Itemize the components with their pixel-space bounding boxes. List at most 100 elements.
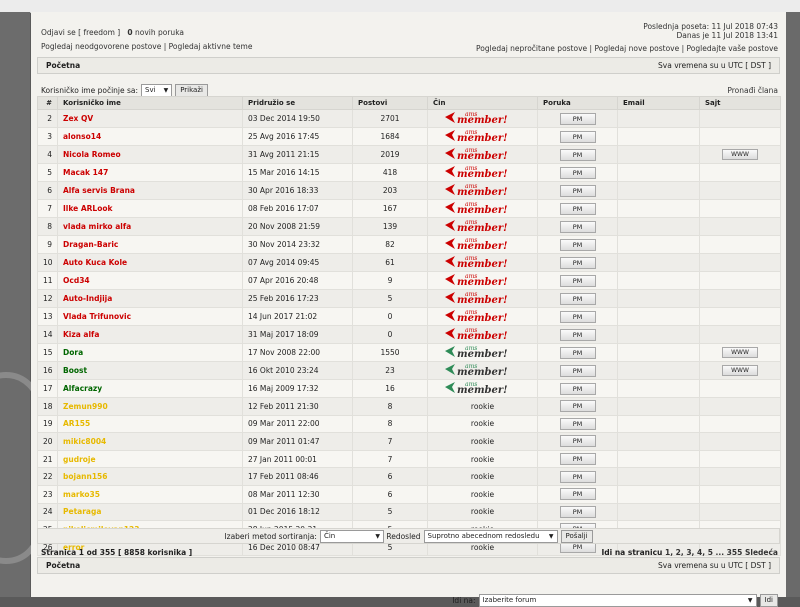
pm-button[interactable]: PM [559,166,596,179]
member-name-link[interactable]: alonso14 [63,132,102,141]
your-posts-link[interactable]: Pogledajte vaše postove [686,44,778,53]
member-name-link[interactable]: Dragan-Baric [63,240,119,249]
pm-button[interactable]: PM [559,488,596,501]
pm-button[interactable]: PM [559,417,596,430]
pm-button[interactable]: PM [559,292,596,305]
home-link[interactable]: Početna [46,561,81,570]
page-numbers[interactable]: 1, 2, 3, 4, 5 ... 355 [664,547,743,557]
sort-method-select[interactable]: Čin ▼ [319,529,384,543]
member-name-link[interactable]: Macak 147 [63,168,109,177]
member-name-link[interactable]: Ilke ARLook [63,204,113,213]
show-button[interactable]: Prikaži [175,83,208,97]
member-name-link[interactable]: Petaraga [63,507,102,517]
pm-button[interactable]: PM [559,435,596,448]
pm-button[interactable]: PM [559,202,596,215]
member-name-link[interactable]: vlada mirko alfa [63,222,132,231]
pm-button[interactable]: PM [559,505,596,518]
member-name-link[interactable]: Kiza alfa [63,330,100,339]
active-topics-link[interactable]: Pogledaj aktivne teme [168,42,253,51]
member-name-link[interactable]: Ocd34 [63,276,90,285]
pm-button[interactable]: PM [559,382,596,395]
member-index: 15 [37,343,58,362]
separator: | [589,44,593,53]
home-link[interactable]: Početna [46,61,81,70]
pm-button[interactable]: PM [559,238,596,251]
pm-button[interactable]: PM [559,470,596,483]
pm-button[interactable]: PM [559,364,596,377]
website-button[interactable]: WWW [722,365,758,376]
website-cell [699,127,781,146]
website-button[interactable]: WWW [722,347,758,358]
pm-button[interactable]: PM [559,400,596,413]
member-name-link[interactable]: Zex QV [63,114,94,123]
joined-date: 16 Maj 2009 17:32 [242,379,353,398]
member-row: 24 Petaraga 01 Dec 2016 18:12 5 rookie PM [37,502,781,522]
sort-submit-button[interactable]: Pošalji [560,529,593,543]
pm-button[interactable]: PM [559,220,596,233]
new-posts-link[interactable]: Pogledaj nove postove [594,44,680,53]
logout-link[interactable]: freedom [83,28,115,37]
column-header[interactable]: Korisničko ime [57,96,243,110]
member-name-link[interactable]: Auto Kuca Kole [63,258,128,267]
rank-logo-icon [444,364,455,375]
member-name-link[interactable]: Dora [63,348,84,357]
unread-posts-link[interactable]: Pogledaj nepročitane postove [476,44,588,53]
column-header[interactable]: Sajt [699,96,781,110]
pm-button[interactable]: PM [559,328,596,341]
website-button[interactable]: WWW [722,149,758,160]
jump-button[interactable]: Idi [759,593,778,607]
column-header[interactable]: Postovi [352,96,428,110]
member-name-link[interactable]: mikic8004 [63,436,107,446]
member-name-link[interactable]: Zemun990 [63,401,108,411]
unanswered-posts-link[interactable]: Pogledaj neodgovorene postove [41,42,162,51]
email-cell [617,414,700,434]
member-name-link[interactable]: marko35 [63,489,100,499]
pm-button[interactable]: PM [559,112,596,125]
member-name-cell: Petaraga [57,502,243,522]
new-messages-link[interactable]: novih poruka [135,28,184,37]
member-name-link[interactable]: Alfacrazy [63,384,103,393]
post-count: 9 [352,271,428,290]
pm-button[interactable]: PM [559,274,596,287]
top-navbar: Početna Sva vremena su u UTC [ DST ] [37,57,780,74]
joined-date: 25 Avg 2016 17:45 [242,127,353,146]
member-name-link[interactable]: AR155 [63,419,91,429]
pm-cell: PM [537,109,618,128]
member-name-link[interactable]: Vlada Trifunovic [63,312,132,321]
member-index: 2 [37,109,58,128]
member-name-link[interactable]: Boost [63,366,88,375]
next-page-link[interactable]: Sledeća [744,547,778,557]
first-letter-select[interactable]: Svi ▼ [141,83,173,97]
pm-button[interactable]: PM [559,346,596,359]
member-name-link[interactable]: Alfa servis Brana [63,186,135,195]
column-header[interactable]: # [37,96,58,110]
column-header[interactable]: Pridružio se [242,96,353,110]
sort-order-select[interactable]: Suprotno abecednom redosledu ▼ [423,529,558,543]
member-name-link[interactable]: bojann156 [63,472,108,482]
find-member-link[interactable]: Pronađi člana [727,85,778,95]
pm-button[interactable]: PM [559,184,596,197]
email-cell [617,307,700,326]
rank-cell: ams member! [427,145,538,164]
post-count: 23 [352,361,428,380]
member-name-link[interactable]: Auto-Indjija [63,294,113,303]
forum-select[interactable]: Izaberite forum ▼ [478,593,757,607]
column-header[interactable]: Email [617,96,700,110]
member-index: 3 [37,127,58,146]
member-name-link[interactable]: error [63,542,85,552]
pm-button[interactable]: PM [559,130,596,143]
column-header[interactable]: Čin [427,96,538,110]
pm-button[interactable]: PM [559,453,596,466]
pm-button[interactable]: PM [559,256,596,269]
member-name-link[interactable]: Nicola Romeo [63,150,121,159]
column-header[interactable]: Poruka [537,96,618,110]
member-name-link[interactable]: gudroje [63,454,96,464]
pm-button[interactable]: PM [559,310,596,323]
email-cell [617,379,700,398]
new-messages-count[interactable]: 0 [127,28,133,37]
rank-logo-script: ams [465,111,477,118]
post-count: 16 [352,379,428,398]
pm-cell: PM [537,199,618,218]
pm-button[interactable]: PM [559,148,596,161]
